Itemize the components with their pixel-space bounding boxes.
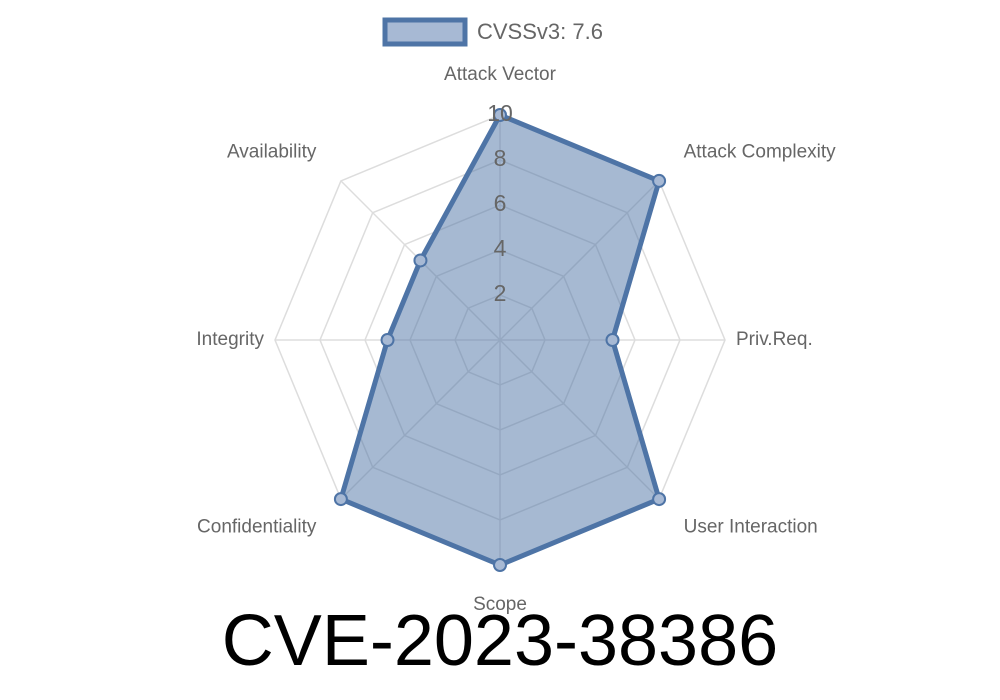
axis-label: Priv.Req.	[736, 329, 813, 350]
chart-title: CVE-2023-38386	[222, 601, 778, 681]
axis-label: Integrity	[196, 329, 264, 350]
r-tick-label: 6	[494, 190, 507, 216]
r-tick-label: 2	[494, 280, 507, 306]
radar-point	[652, 492, 667, 507]
axis-label: Attack Complexity	[684, 142, 837, 163]
axis-label: User Interaction	[684, 516, 818, 537]
r-tick-label: 8	[494, 145, 507, 171]
axis-label: Scope	[473, 594, 527, 615]
radar-point	[380, 333, 395, 347]
radar-point	[493, 558, 507, 572]
axis-label: Attack Vector	[444, 64, 557, 85]
radar-point	[493, 108, 507, 122]
r-tick-label: 4	[494, 235, 507, 261]
axis-label: Availability	[227, 142, 317, 163]
radar-point	[652, 173, 667, 188]
r-tick-label: 10	[487, 100, 513, 126]
axis-label: Confidentiality	[197, 516, 317, 537]
legend-label: CVSSv3: 7.6	[477, 19, 603, 44]
legend-swatch	[382, 17, 468, 47]
radar-point	[413, 253, 428, 268]
radar-point	[333, 492, 348, 507]
radar-point	[605, 333, 620, 347]
